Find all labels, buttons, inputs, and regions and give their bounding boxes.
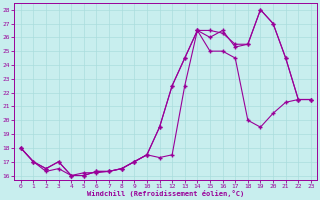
- X-axis label: Windchill (Refroidissement éolien,°C): Windchill (Refroidissement éolien,°C): [87, 190, 244, 197]
